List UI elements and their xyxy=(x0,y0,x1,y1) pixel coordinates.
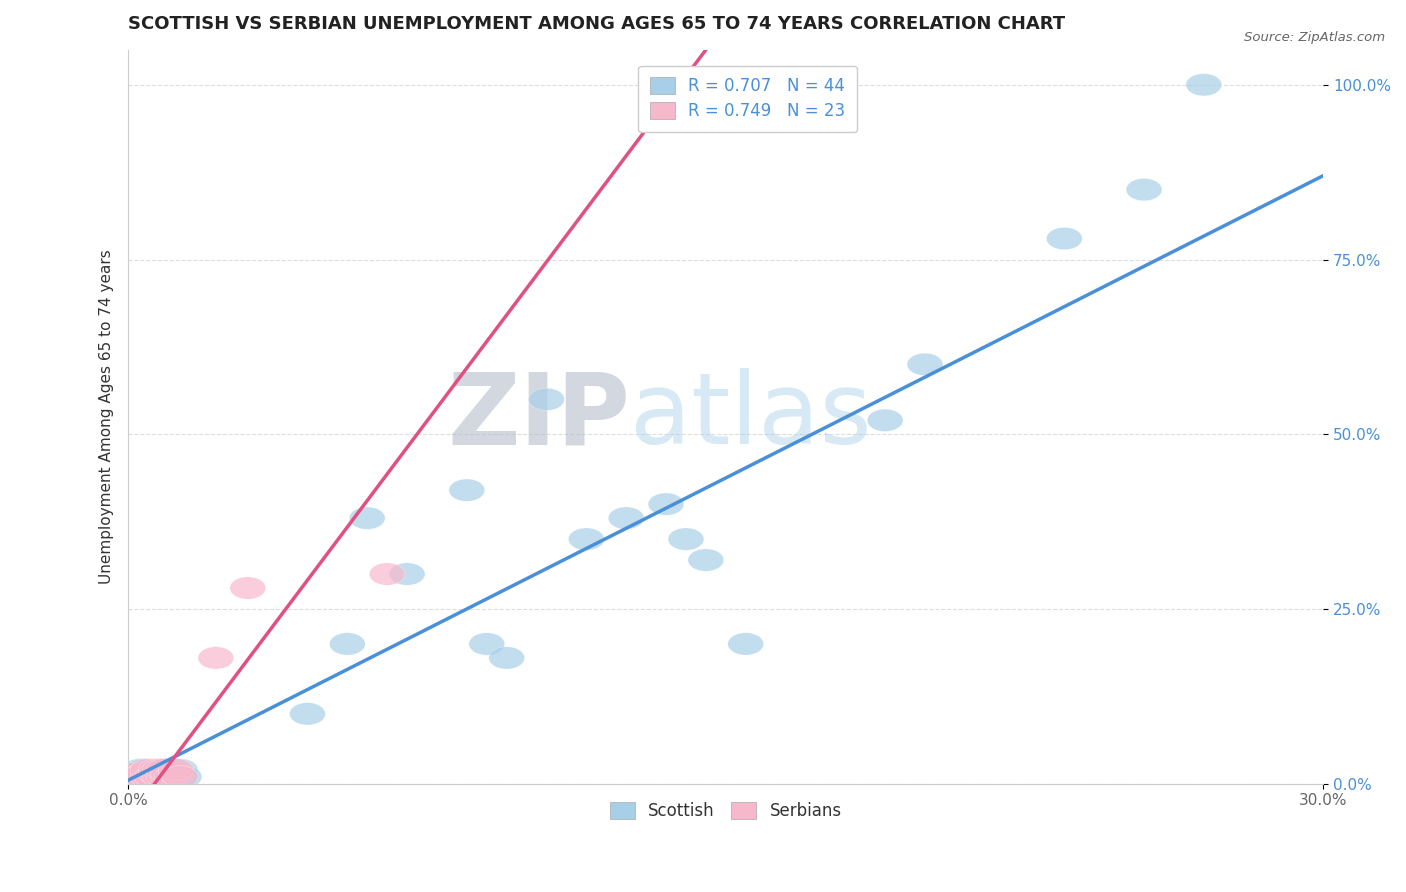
Text: ZIP: ZIP xyxy=(447,368,630,466)
Legend: Scottish, Serbians: Scottish, Serbians xyxy=(603,796,848,827)
Text: SCOTTISH VS SERBIAN UNEMPLOYMENT AMONG AGES 65 TO 74 YEARS CORRELATION CHART: SCOTTISH VS SERBIAN UNEMPLOYMENT AMONG A… xyxy=(128,15,1066,33)
Text: atlas: atlas xyxy=(630,368,872,466)
Text: Source: ZipAtlas.com: Source: ZipAtlas.com xyxy=(1244,31,1385,45)
Y-axis label: Unemployment Among Ages 65 to 74 years: Unemployment Among Ages 65 to 74 years xyxy=(100,250,114,584)
